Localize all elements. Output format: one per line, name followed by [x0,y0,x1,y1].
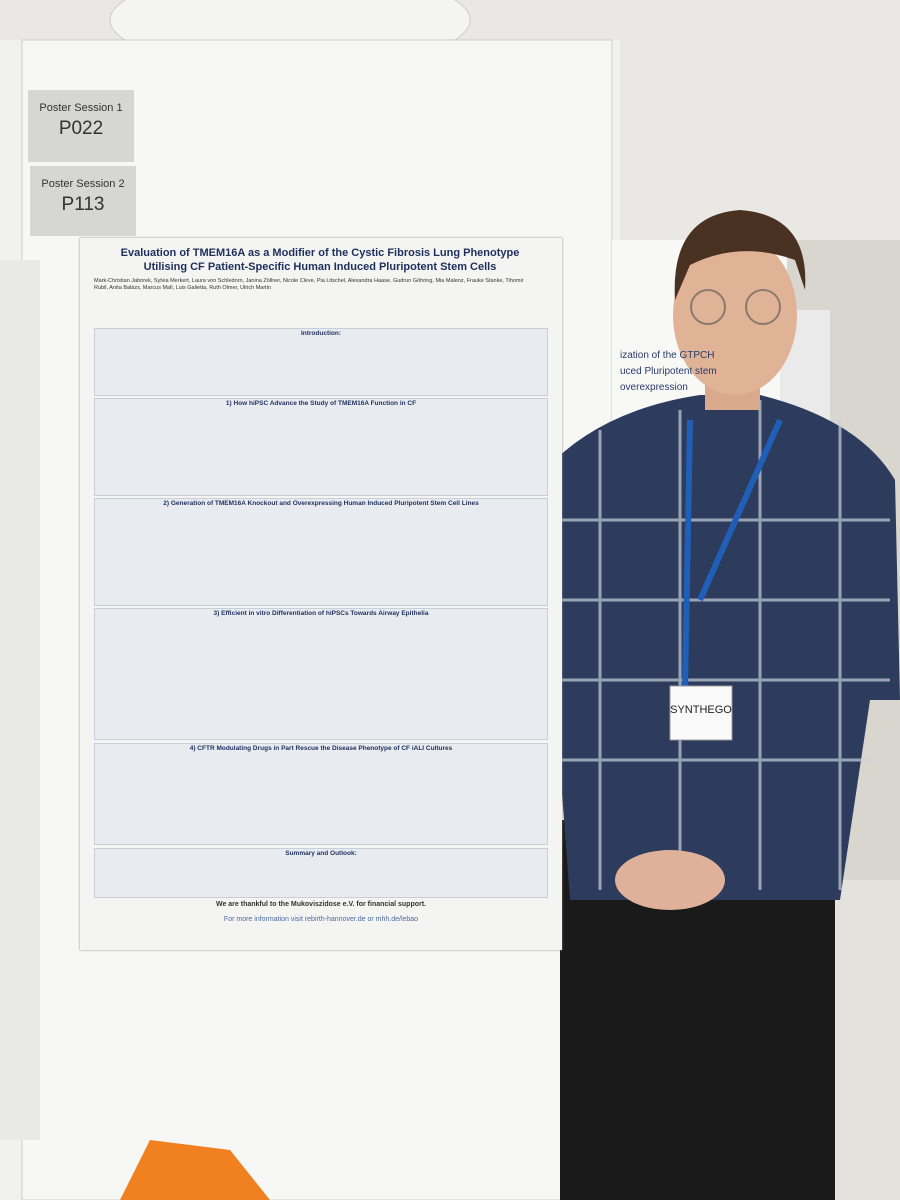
poster: Evaluation of TMEM16A as a Modifier of t… [80,238,562,950]
name-badge: SYNTHEGO [670,704,732,716]
poster-section: 1) How hiPSC Advance the Study of TMEM16… [94,398,548,496]
poster-thanks: We are thankful to the Mukoviszidose e.V… [215,901,427,908]
section-heading: 1) How hiPSC Advance the Study of TMEM16… [225,400,417,407]
session-sign: Poster Session 1 P022 [28,90,134,162]
poster-more-info: For more information visit rebirth-hanno… [223,916,419,923]
sign-label: Poster Session 2 [41,178,125,190]
section-heading: Summary and Outlook: [285,850,357,857]
section-heading: 4) CFTR Modulating Drugs in Part Rescue … [189,745,453,752]
neighbor-text: ization of the GTPCH [620,350,715,361]
section-heading: 3) Efficient in vitro Differentiation of… [213,610,429,617]
section-heading: 2) Generation of TMEM16A Knockout and Ov… [163,500,479,507]
sign-code: P022 [58,118,104,139]
poster-section: Summary and Outlook: [94,848,548,898]
section-heading: Introduction: [300,330,342,337]
poster-section: Introduction: [94,328,548,396]
poster-section: 3) Efficient in vitro Differentiation of… [94,608,548,740]
sign-label: Poster Session 1 [39,102,123,114]
poster-authors: Mark-Christian Jaborek, Sylvia Merkert, … [94,278,524,291]
sign-code: P113 [61,194,105,215]
neighbor-text: uced Pluripotent stem [620,366,717,377]
session-sign: Poster Session 2 P113 [30,166,136,236]
neighbor-text: overexpression [620,382,688,393]
poster-title: Evaluation of TMEM16A as a Modifier of t… [120,247,520,273]
poster-section: 4) CFTR Modulating Drugs in Part Rescue … [94,743,548,845]
poster-section: 2) Generation of TMEM16A Knockout and Ov… [94,498,548,606]
